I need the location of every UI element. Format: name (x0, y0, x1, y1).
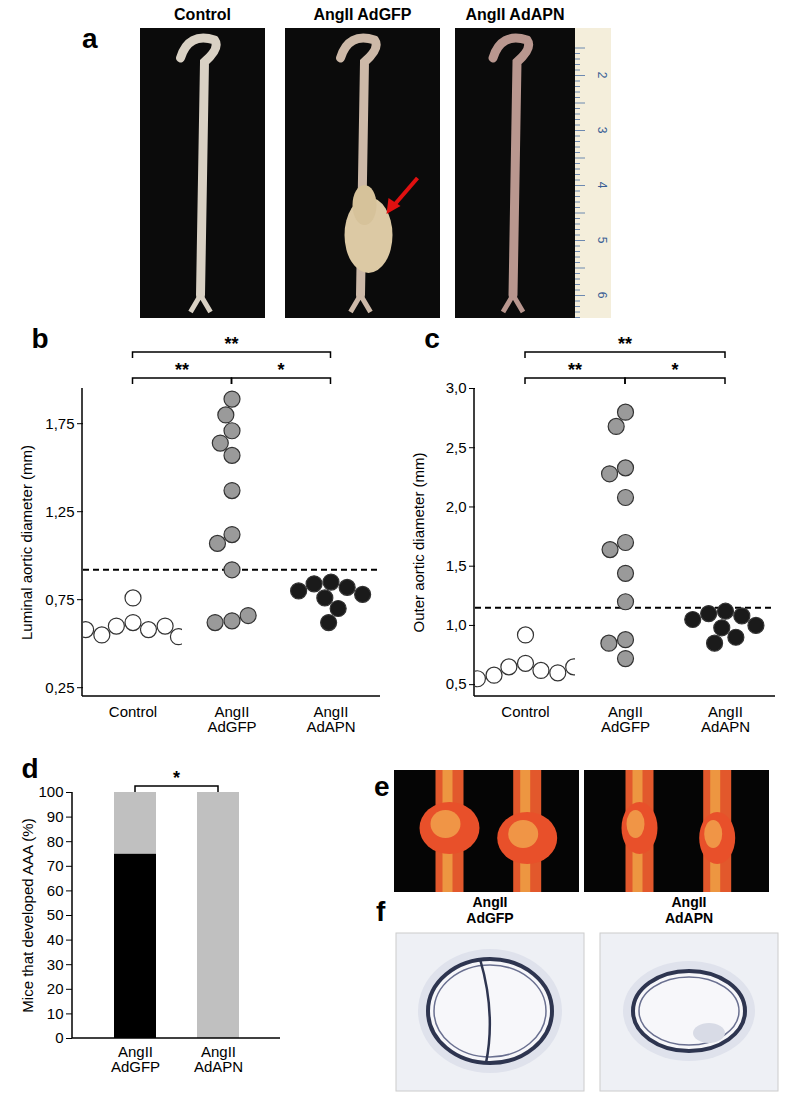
svg-text:AngII: AngII (672, 894, 707, 910)
svg-text:**: ** (175, 360, 189, 380)
svg-text:30: 30 (47, 956, 64, 973)
svg-text:40: 40 (47, 931, 64, 948)
svg-text:1,5: 1,5 (446, 557, 467, 574)
svg-text:b: b (31, 323, 48, 354)
svg-text:Mice that developed AAA (%): Mice that developed AAA (%) (19, 818, 36, 1012)
svg-text:f: f (376, 896, 386, 927)
svg-text:AngIIAdGFP: AngIIAdGFP (207, 703, 256, 735)
svg-text:AngIIAdGFP: AngIIAdGFP (111, 1043, 160, 1075)
svg-text:100: 100 (38, 783, 63, 800)
svg-text:AngII AdAPN: AngII AdAPN (466, 6, 565, 23)
svg-text:d: d (21, 753, 38, 784)
svg-text:1,0: 1,0 (446, 616, 467, 633)
svg-text:0,75: 0,75 (45, 591, 74, 608)
svg-text:60: 60 (47, 882, 64, 899)
svg-text:AngIIAdAPN: AngIIAdAPN (306, 703, 355, 735)
svg-text:**: ** (224, 334, 238, 354)
svg-text:3,0: 3,0 (446, 379, 467, 396)
svg-text:AngII: AngII (473, 894, 508, 910)
svg-text:2,5: 2,5 (446, 439, 467, 456)
svg-text:AngIIAdGFP: AngIIAdGFP (601, 703, 650, 735)
svg-text:0,25: 0,25 (45, 679, 74, 696)
svg-text:70: 70 (47, 857, 64, 874)
svg-text:*: * (277, 360, 284, 380)
svg-text:1,25: 1,25 (45, 503, 74, 520)
svg-text:1,75: 1,75 (45, 415, 74, 432)
svg-text:0: 0 (55, 1029, 63, 1046)
svg-text:10: 10 (47, 1005, 64, 1022)
svg-text:2,0: 2,0 (446, 498, 467, 515)
svg-text:Luminal aortic diameter (mm): Luminal aortic diameter (mm) (18, 445, 35, 640)
svg-text:2: 2 (595, 72, 609, 79)
svg-text:AngII AdGFP: AngII AdGFP (313, 6, 411, 23)
svg-text:e: e (374, 771, 390, 802)
svg-text:0,5: 0,5 (446, 675, 467, 692)
svg-text:5: 5 (595, 237, 609, 244)
svg-text:AngIIAdAPN: AngIIAdAPN (701, 703, 750, 735)
svg-text:*: * (671, 360, 678, 380)
svg-text:*: * (173, 768, 180, 788)
svg-text:80: 80 (47, 833, 64, 850)
svg-text:**: ** (618, 334, 632, 354)
svg-text:AdGFP: AdGFP (466, 910, 513, 926)
svg-text:50: 50 (47, 906, 64, 923)
svg-text:4: 4 (595, 182, 609, 189)
svg-text:Outer aortic diameter (mm): Outer aortic diameter (mm) (410, 452, 427, 632)
svg-text:Control: Control (501, 703, 549, 720)
svg-text:a: a (82, 23, 98, 54)
svg-text:c: c (424, 323, 440, 354)
svg-text:**: ** (568, 360, 582, 380)
svg-text:Control: Control (109, 703, 157, 720)
svg-text:20: 20 (47, 980, 64, 997)
svg-text:Control: Control (174, 6, 231, 23)
svg-text:6: 6 (595, 292, 609, 299)
svg-text:3: 3 (595, 127, 609, 134)
svg-text:90: 90 (47, 808, 64, 825)
svg-text:AdAPN: AdAPN (665, 910, 713, 926)
svg-text:AngIIAdAPN: AngIIAdAPN (194, 1043, 243, 1075)
